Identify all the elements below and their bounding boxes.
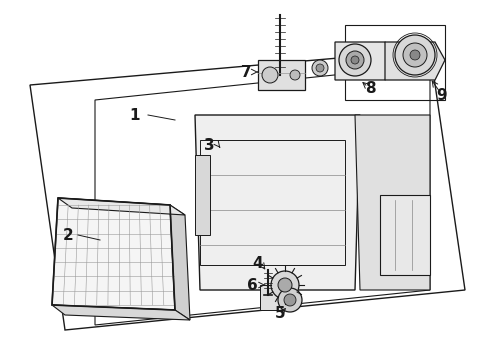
- Polygon shape: [52, 305, 190, 320]
- Circle shape: [284, 294, 296, 306]
- Polygon shape: [380, 195, 430, 275]
- Circle shape: [339, 44, 371, 76]
- Circle shape: [271, 271, 299, 299]
- Text: 5: 5: [275, 306, 285, 320]
- Circle shape: [351, 56, 359, 64]
- Circle shape: [278, 288, 302, 312]
- Circle shape: [262, 67, 278, 83]
- Text: 9: 9: [437, 87, 447, 103]
- Polygon shape: [335, 42, 395, 80]
- Text: 4: 4: [253, 256, 263, 270]
- Text: 2: 2: [63, 228, 74, 243]
- Text: 3: 3: [204, 138, 215, 153]
- Polygon shape: [195, 115, 360, 290]
- Polygon shape: [195, 155, 210, 235]
- Circle shape: [316, 64, 324, 72]
- Polygon shape: [260, 285, 290, 310]
- Polygon shape: [58, 198, 185, 215]
- Circle shape: [312, 60, 328, 76]
- Polygon shape: [355, 115, 430, 290]
- Text: 6: 6: [247, 278, 258, 292]
- Polygon shape: [258, 60, 305, 90]
- Circle shape: [278, 278, 292, 292]
- Circle shape: [290, 70, 300, 80]
- Circle shape: [403, 43, 427, 67]
- Circle shape: [410, 50, 420, 60]
- Circle shape: [346, 51, 364, 69]
- Polygon shape: [385, 42, 445, 80]
- Circle shape: [395, 35, 435, 75]
- Text: 1: 1: [130, 108, 140, 122]
- Text: 8: 8: [365, 81, 375, 95]
- Polygon shape: [170, 205, 190, 320]
- Text: 7: 7: [242, 64, 252, 80]
- Polygon shape: [52, 198, 175, 310]
